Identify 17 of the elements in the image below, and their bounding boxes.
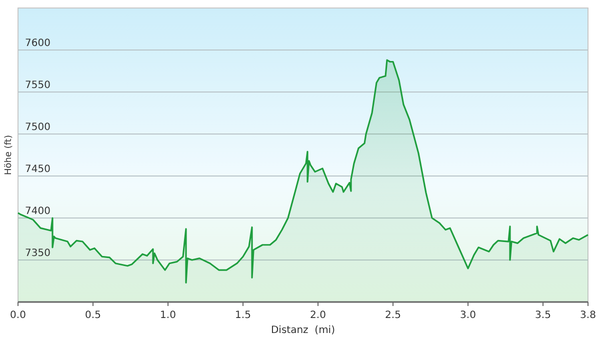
y-axis-title: Höhe (ft)	[4, 135, 14, 175]
y-tick-label: 7400	[25, 206, 50, 217]
x-tick-label: 0.0	[10, 310, 26, 321]
y-tick-label: 7600	[25, 38, 50, 49]
x-tick-label: 2.5	[385, 310, 401, 321]
y-tick-label: 7350	[25, 248, 50, 259]
x-tick-label: 1.0	[160, 310, 176, 321]
y-tick-label: 7450	[25, 164, 50, 175]
x-tick-label: 0.5	[85, 310, 101, 321]
x-tick-label: 1.5	[235, 310, 251, 321]
x-tick-label: 3.0	[460, 310, 476, 321]
y-tick-label: 7550	[25, 80, 50, 91]
x-tick-label: 3.5	[535, 310, 551, 321]
x-axis-title: Distanz (mi)	[270, 325, 336, 336]
x-tick-label: 2.0	[310, 310, 326, 321]
y-tick-label: 7500	[25, 122, 50, 133]
x-tick-label: 3.8	[580, 310, 596, 321]
